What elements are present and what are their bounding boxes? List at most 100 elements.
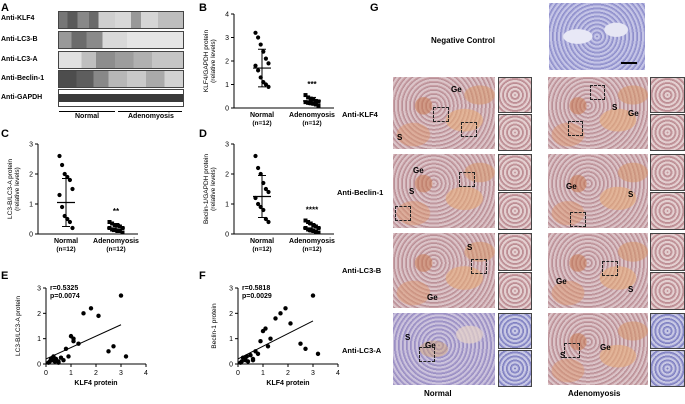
data-point	[283, 306, 288, 311]
data-point	[256, 35, 261, 40]
ihc-beclin1-adenomyosis: Ge S	[548, 154, 648, 228]
y-tick-label: 2	[37, 311, 41, 318]
data-point	[258, 42, 263, 47]
data-point	[112, 223, 117, 227]
gland-marker: Ge	[600, 343, 611, 352]
data-point	[107, 220, 112, 224]
ihc-zoom-klf4-normal-2	[498, 114, 532, 151]
data-point	[265, 344, 271, 349]
row-label-klf4: Anti-KLF4	[342, 110, 378, 119]
ihc-zoom-lc3a-normal-1	[498, 313, 532, 349]
gland-marker: Ge	[566, 182, 577, 191]
ihc-zoom-beclin1-adeno-2	[650, 192, 685, 230]
data-point	[111, 344, 116, 349]
ihc-zoom-lc3b-adeno-1	[650, 233, 685, 271]
zoom-box	[564, 343, 580, 358]
data-point	[115, 223, 120, 227]
data-point	[88, 306, 94, 311]
x-tick-label: (n=12)	[56, 246, 75, 253]
data-point	[106, 349, 111, 354]
x-tick-label: 3	[311, 370, 315, 377]
data-point	[256, 68, 261, 73]
panel-label-a: A	[1, 2, 9, 14]
data-point	[288, 321, 293, 326]
ihc-klf4-normal: Ge S	[393, 77, 495, 149]
x-tick-label: 2	[94, 370, 98, 377]
row-label-lc3a: Anti-LC3-A	[342, 346, 382, 355]
x-tick-label: 2	[286, 370, 290, 377]
data-point	[120, 230, 125, 235]
panel-label-b: B	[199, 2, 207, 14]
data-point	[60, 162, 65, 168]
data-point	[308, 228, 313, 233]
y-tick-label: 3	[229, 286, 233, 293]
correlation-r: r=0.5818	[242, 285, 270, 292]
data-point	[110, 227, 115, 232]
data-point	[81, 311, 86, 316]
data-point	[263, 186, 268, 192]
ihc-zoom-lc3a-adeno-2	[650, 350, 685, 387]
x-tick-label: 3	[119, 370, 123, 377]
data-point	[112, 227, 117, 232]
ihc-zoom-lc3a-adeno-1	[650, 313, 685, 349]
zoom-box	[461, 122, 477, 137]
trend-line	[237, 320, 314, 360]
stroma-marker: S	[409, 187, 415, 196]
data-point	[61, 358, 66, 363]
gland-marker: Ge	[413, 166, 424, 175]
x-tick-label: 1	[261, 370, 265, 377]
ihc-zoom-klf4-adeno-1	[650, 77, 685, 113]
y-tick-label: 1	[229, 336, 233, 343]
correlation-p: p=0.0029	[242, 293, 272, 300]
chart-d: 0 1 2 3 Beclin-1/GAPDH protein (relative leve…	[203, 142, 335, 254]
stroma-marker: S	[612, 103, 618, 112]
data-point	[110, 221, 115, 226]
wb-label-lc3a: Anti-LC3-A	[1, 56, 38, 63]
x-axis-label: KLF4 protein	[74, 380, 117, 387]
data-point	[67, 219, 72, 225]
x-tick-label: (n=12)	[252, 120, 271, 127]
data-point	[70, 225, 75, 231]
x-axis-label: KLF4 protein	[266, 380, 309, 387]
data-point	[256, 165, 261, 171]
y-tick-label: 2	[225, 172, 229, 179]
zoom-box	[471, 259, 487, 274]
data-point	[60, 204, 65, 210]
data-point	[123, 354, 129, 359]
y-tick-label: 3	[225, 142, 229, 149]
wb-label-gapdh: Anti-GAPDH	[1, 94, 43, 101]
ihc-zoom-lc3a-normal-2	[498, 350, 532, 387]
y-tick-label: 1	[225, 82, 229, 89]
data-point	[311, 97, 316, 102]
ihc-zoom-klf4-normal-1	[498, 77, 532, 113]
stroma-marker: S	[560, 351, 566, 360]
data-point	[118, 293, 124, 298]
ihc-zoom-beclin1-normal-1	[498, 154, 532, 191]
data-point	[253, 63, 258, 68]
data-point	[306, 100, 311, 105]
chart-e: 0 1 2 3 0 1 2 3 4 KLF4 protein LC3-B/LC3-A protein…	[15, 285, 148, 387]
y-tick-label: 3	[37, 286, 41, 293]
significance-label: ***	[307, 80, 317, 89]
ihc-beclin1-normal: Ge S	[393, 154, 495, 228]
data-point	[268, 336, 273, 341]
ihc-lc3b-adenomyosis: Ge S	[548, 233, 648, 308]
data-point	[263, 326, 268, 331]
data-point	[310, 293, 316, 298]
x-tick-label: (n=12)	[302, 246, 321, 253]
data-point	[256, 201, 261, 207]
y-axis-label: LC3-B/LC3-A protein	[7, 159, 14, 219]
data-point	[303, 100, 308, 105]
data-point	[266, 219, 271, 225]
data-point	[311, 229, 316, 233]
data-point	[70, 186, 75, 192]
x-tick-label: Normal	[250, 238, 274, 245]
y-tick-label: 0	[37, 362, 41, 369]
panel-label-g: G	[370, 2, 379, 14]
data-point	[263, 56, 268, 61]
data-point	[273, 316, 278, 321]
zoom-box	[602, 261, 618, 276]
panel-label-d: D	[199, 128, 207, 140]
wb-band-klf4	[58, 11, 184, 29]
wb-band-lc3b	[58, 31, 184, 49]
